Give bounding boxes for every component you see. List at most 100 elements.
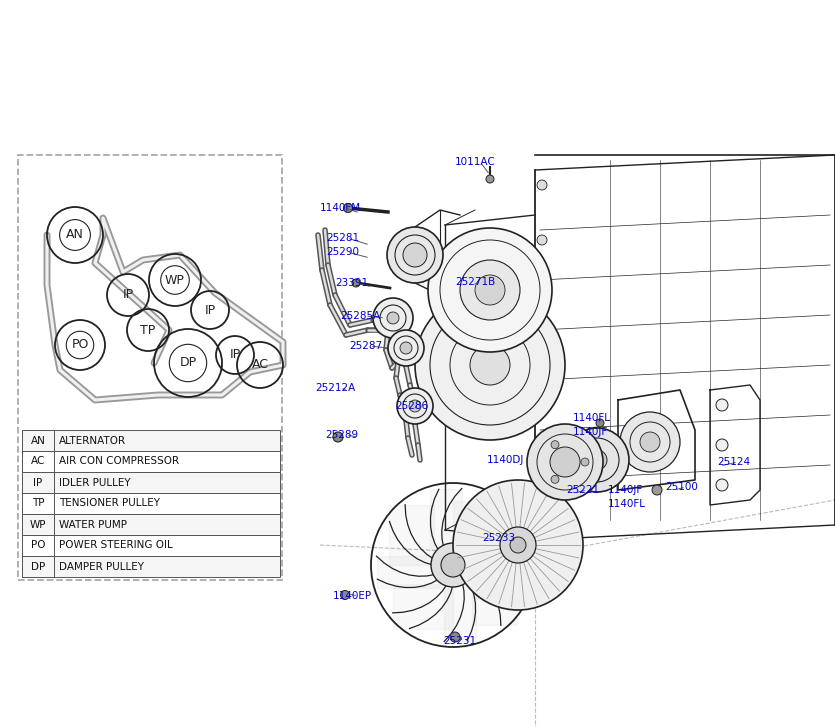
Circle shape — [551, 475, 559, 483]
Text: 25231: 25231 — [443, 636, 476, 646]
Circle shape — [537, 180, 547, 190]
Circle shape — [470, 345, 510, 385]
Circle shape — [486, 175, 494, 183]
Text: IP: IP — [123, 289, 134, 302]
Text: WP: WP — [165, 273, 185, 286]
Text: DP: DP — [31, 561, 45, 571]
Text: 1140EP: 1140EP — [333, 591, 372, 601]
Bar — [22, 556, 54, 577]
Circle shape — [441, 553, 465, 577]
Text: 1140JF: 1140JF — [573, 427, 608, 437]
Bar — [22, 514, 54, 535]
Circle shape — [341, 590, 350, 600]
Text: PO: PO — [71, 339, 89, 351]
Bar — [18, 155, 282, 580]
Text: 1140JF: 1140JF — [608, 485, 643, 495]
Circle shape — [450, 632, 460, 642]
Circle shape — [652, 485, 662, 495]
Circle shape — [428, 228, 552, 352]
Circle shape — [403, 243, 427, 267]
Circle shape — [409, 400, 421, 412]
Circle shape — [587, 450, 607, 470]
Bar — [22, 451, 54, 472]
Bar — [22, 472, 280, 493]
Text: POWER STEERING OIL: POWER STEERING OIL — [59, 540, 173, 550]
Text: 25100: 25100 — [665, 482, 698, 492]
Circle shape — [537, 235, 547, 245]
Text: 1140FL: 1140FL — [608, 499, 646, 509]
Text: TP: TP — [140, 324, 155, 337]
Text: 25271B: 25271B — [455, 277, 495, 287]
Circle shape — [510, 537, 526, 553]
Text: IP: IP — [230, 348, 240, 361]
Text: 1011AC: 1011AC — [455, 157, 496, 167]
Circle shape — [527, 424, 603, 500]
Bar — [22, 493, 54, 514]
Text: 25221: 25221 — [566, 485, 600, 495]
Text: IP: IP — [205, 303, 215, 316]
Circle shape — [352, 279, 360, 287]
Circle shape — [431, 543, 475, 587]
Bar — [22, 430, 54, 451]
Text: 25281: 25281 — [326, 233, 359, 243]
Bar — [22, 535, 54, 556]
Circle shape — [550, 447, 580, 477]
Circle shape — [537, 345, 547, 355]
Circle shape — [565, 428, 629, 492]
Text: 25285A: 25285A — [340, 311, 380, 321]
Text: 1140FM: 1140FM — [320, 203, 361, 213]
Text: IDLER PULLEY: IDLER PULLEY — [59, 478, 130, 488]
Circle shape — [343, 204, 352, 212]
Circle shape — [537, 510, 547, 520]
Bar — [22, 535, 280, 556]
Circle shape — [716, 479, 728, 491]
Circle shape — [333, 432, 343, 442]
Circle shape — [500, 527, 536, 563]
Text: AN: AN — [66, 228, 84, 241]
Circle shape — [528, 463, 536, 471]
Bar — [22, 430, 280, 451]
Text: IP: IP — [33, 478, 43, 488]
Circle shape — [537, 290, 547, 300]
Text: 1140DJ: 1140DJ — [487, 455, 524, 465]
Text: DP: DP — [180, 356, 196, 369]
Text: 25290: 25290 — [326, 247, 359, 257]
Circle shape — [387, 227, 443, 283]
Circle shape — [537, 400, 547, 410]
Bar — [22, 493, 280, 514]
Circle shape — [620, 412, 680, 472]
Text: 25124: 25124 — [717, 457, 750, 467]
Bar — [22, 472, 54, 493]
Circle shape — [397, 388, 433, 424]
Text: 25287: 25287 — [349, 341, 382, 351]
Circle shape — [596, 419, 604, 427]
Text: 25289: 25289 — [325, 430, 358, 440]
Text: WP: WP — [30, 520, 46, 529]
Text: AIR CON COMPRESSOR: AIR CON COMPRESSOR — [59, 457, 180, 467]
Text: 25233: 25233 — [482, 533, 515, 543]
Circle shape — [640, 432, 660, 452]
Circle shape — [716, 439, 728, 451]
Text: DAMPER PULLEY: DAMPER PULLEY — [59, 561, 144, 571]
Text: 1140FL: 1140FL — [573, 413, 611, 423]
Text: WATER PUMP: WATER PUMP — [59, 520, 127, 529]
Text: ALTERNATOR: ALTERNATOR — [59, 435, 126, 446]
Text: TENSIONER PULLEY: TENSIONER PULLEY — [59, 499, 160, 508]
Text: AC: AC — [251, 358, 269, 371]
Circle shape — [551, 441, 559, 449]
Circle shape — [537, 455, 547, 465]
Circle shape — [460, 260, 520, 320]
Bar — [22, 556, 280, 577]
Circle shape — [453, 480, 583, 610]
Circle shape — [716, 399, 728, 411]
Text: PO: PO — [31, 540, 45, 550]
Text: TP: TP — [32, 499, 44, 508]
Bar — [22, 451, 280, 472]
Circle shape — [387, 312, 399, 324]
Circle shape — [581, 458, 589, 466]
Circle shape — [415, 290, 565, 440]
Text: AC: AC — [31, 457, 45, 467]
Text: 25212A: 25212A — [315, 383, 355, 393]
Circle shape — [373, 298, 413, 338]
Text: 25286: 25286 — [395, 401, 428, 411]
